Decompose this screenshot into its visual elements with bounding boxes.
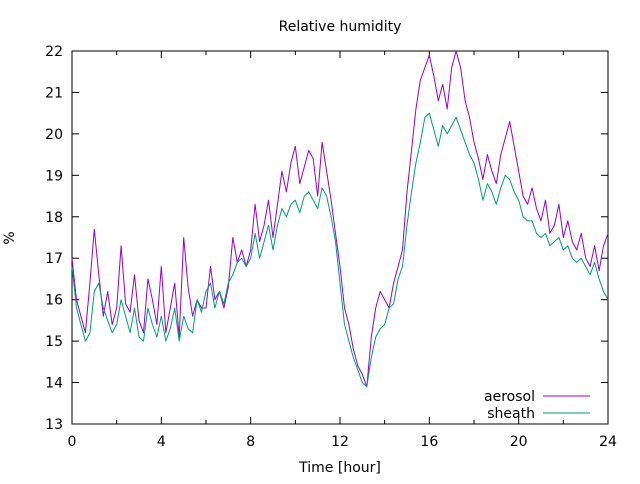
y-axis: 13 14 15 16 17 18 19 20 21 22 (45, 44, 608, 433)
plot-frame (71, 50, 609, 425)
y-tick-label: 17 (45, 251, 63, 267)
y-tick-label: 16 (45, 293, 63, 309)
y-axis-label: % (2, 231, 18, 244)
x-axis-label: Time [hour] (298, 460, 381, 476)
x-tick-label: 12 (331, 434, 349, 450)
chart-title: Relative humidity (279, 19, 402, 35)
y-tick-label: 18 (45, 210, 63, 226)
x-tick-label: 8 (246, 434, 255, 450)
y-tick-label: 14 (45, 376, 63, 392)
x-tick-label: 4 (157, 434, 166, 450)
legend-label-sheath: sheath (487, 406, 535, 422)
x-tick-label: 16 (420, 434, 438, 450)
series-layer (71, 50, 609, 388)
y-tick-label: 15 (45, 334, 63, 350)
y-tick-label: 13 (45, 417, 63, 433)
x-tick-label: 0 (68, 434, 77, 450)
x-tick-label: 24 (599, 434, 617, 450)
series-line-aerosol (71, 50, 609, 388)
legend-label-aerosol: aerosol (484, 389, 535, 405)
y-tick-label: 21 (45, 85, 63, 101)
x-tick-label: 20 (510, 434, 528, 450)
x-axis: 0 4 8 12 16 20 24 (68, 51, 617, 450)
y-tick-label: 19 (45, 168, 63, 184)
series-line-sheath (71, 112, 609, 388)
y-tick-label: 22 (45, 44, 63, 60)
y-tick-label: 20 (45, 127, 63, 143)
